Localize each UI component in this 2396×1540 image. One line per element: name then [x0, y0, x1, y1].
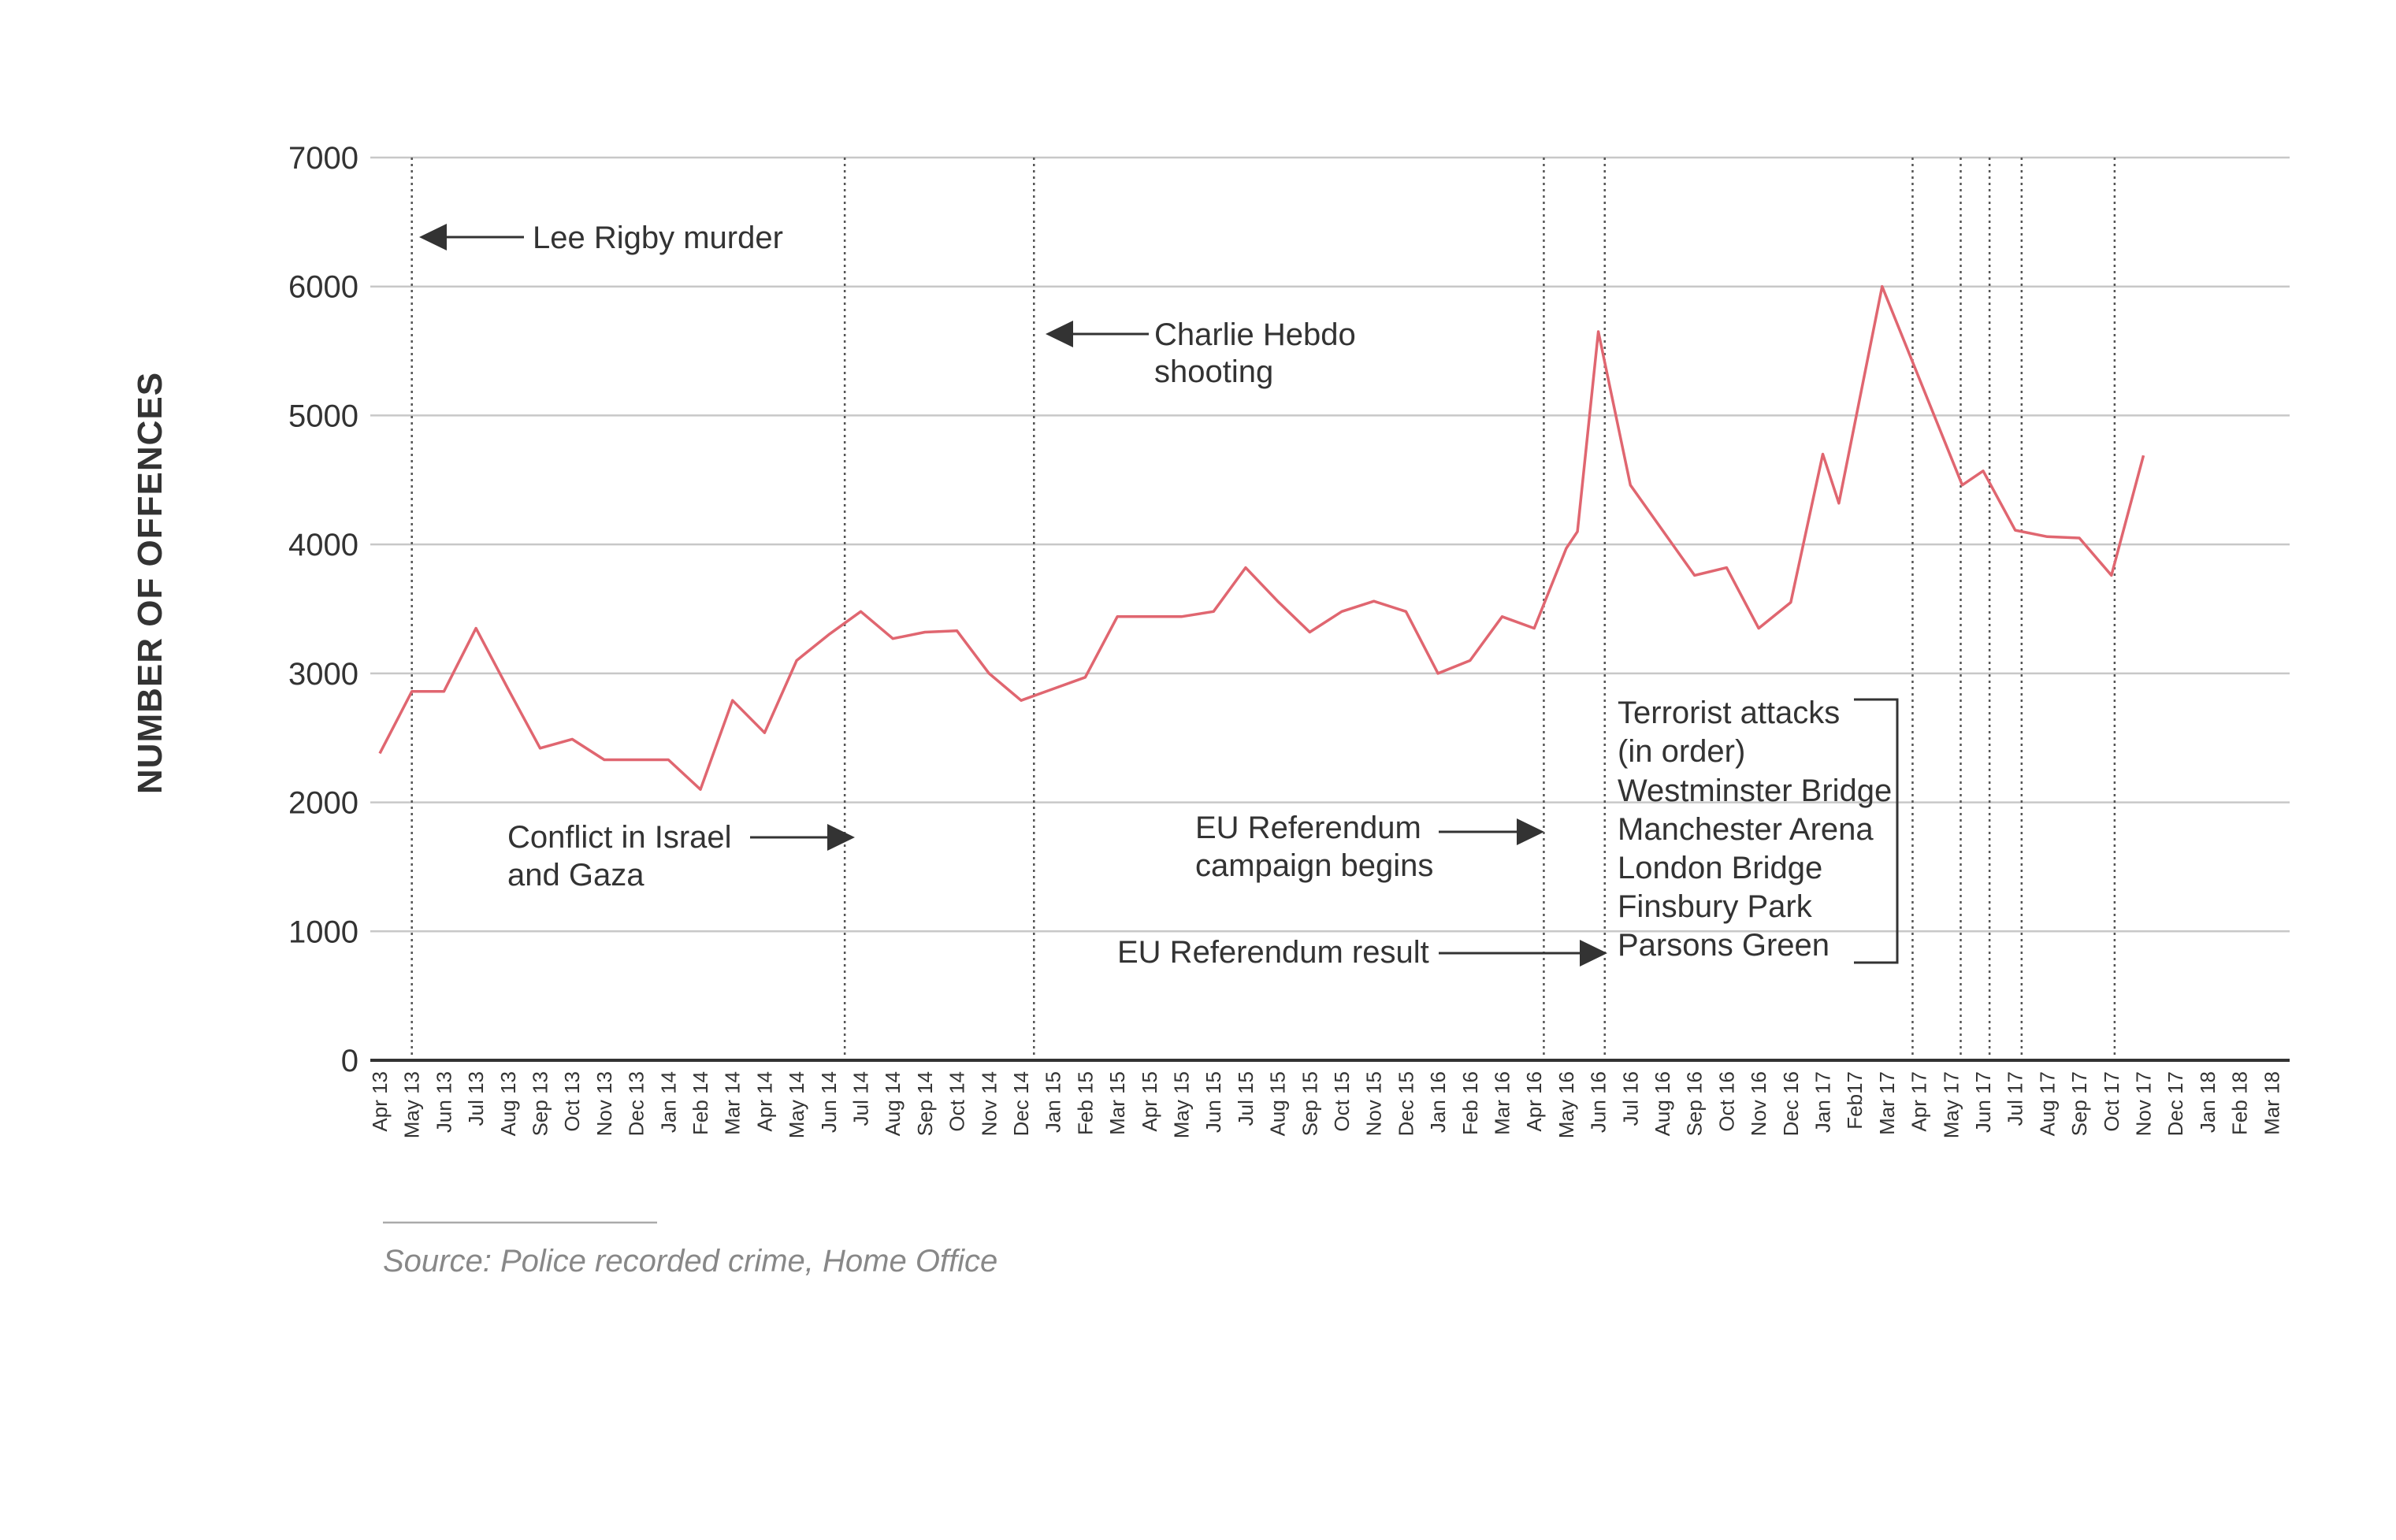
x-tick-label: Feb 16: [1458, 1071, 1482, 1135]
annotation-eu-campaign-text-1: EU Referendum: [1195, 811, 1421, 845]
annotation-charlie-hebdo-text-2: shooting: [1154, 354, 1273, 389]
event-lines: [410, 158, 2116, 1060]
x-tick-label: Jan 14: [656, 1071, 680, 1133]
x-tick-label: May 15: [1170, 1071, 1194, 1138]
y-tick-label: 5000: [288, 399, 358, 433]
y-tick-label: 1000: [288, 915, 358, 949]
source-text: Source: Police recorded crime, Home Offi…: [383, 1244, 997, 1278]
x-tick-label: Jun 15: [1202, 1071, 1225, 1133]
terror-item: Finsbury Park: [1618, 889, 1813, 924]
y-tick-label: 2000: [288, 786, 358, 821]
y-tick-label: 0: [341, 1044, 358, 1078]
x-tick-label: Feb 14: [689, 1071, 712, 1135]
x-tick-label: May 16: [1555, 1071, 1578, 1138]
terror-item: Parsons Green: [1618, 928, 1830, 963]
x-tick-label: Oct 17: [2100, 1071, 2123, 1132]
terror-title-2: (in order): [1618, 734, 1745, 769]
x-tick-label: Mar 18: [2260, 1071, 2283, 1135]
x-tick-label: Nov 16: [1747, 1071, 1770, 1136]
annotation-eu-campaign: EU Referendum campaign begins: [1195, 811, 1544, 883]
x-tick-label: Jul 15: [1234, 1071, 1257, 1126]
x-tick-label: Jun 13: [432, 1071, 455, 1133]
x-tick-label: Oct 13: [560, 1071, 584, 1132]
x-tick-label: Dec 13: [625, 1071, 648, 1136]
x-tick-label: Nov 17: [2132, 1071, 2156, 1136]
x-tick-label: May 13: [400, 1071, 424, 1138]
x-tick-label: Apr 14: [752, 1071, 776, 1132]
annotation-terrorist-attacks: Terrorist attacks (in order) Westminster…: [1618, 696, 1899, 964]
series-line-offences: [378, 284, 2145, 791]
x-tick-label: Dec 17: [2164, 1071, 2187, 1136]
x-tick-label: Sep 16: [1683, 1071, 1707, 1136]
x-tick-label: Jan 17: [1811, 1071, 1835, 1133]
annotation-israel-text-2: and Gaza: [507, 858, 645, 892]
annotation-eu-result: EU Referendum result: [1117, 935, 1607, 970]
annotation-israel-text-1: Conflict in Israel: [507, 820, 732, 855]
x-tick-label: Dec 15: [1394, 1071, 1417, 1136]
x-tick-label: Feb17: [1843, 1071, 1867, 1130]
y-tick-label: 7000: [288, 141, 358, 176]
y-tick-label: 4000: [288, 528, 358, 562]
x-tick-label: Jan 16: [1426, 1071, 1450, 1133]
terror-item: London Bridge: [1618, 851, 1822, 885]
gridlines: [370, 156, 2290, 933]
x-tick-label: Oct 16: [1714, 1071, 1738, 1132]
x-tick-label: Aug 14: [881, 1071, 905, 1136]
x-tick-label: Feb 18: [2228, 1071, 2252, 1135]
x-tick-label: Oct 15: [1330, 1071, 1354, 1132]
x-tick-label: Aug 15: [1266, 1071, 1290, 1136]
y-axis-ticks: 0 1000 2000 3000 4000 5000 6000 7000: [288, 141, 358, 1078]
annotation-eu-result-text: EU Referendum result: [1117, 935, 1429, 970]
x-tick-label: Sep 14: [913, 1071, 937, 1136]
x-tick-label: Jul 17: [2004, 1071, 2027, 1126]
y-tick-label: 6000: [288, 270, 358, 305]
x-tick-label: Jun 17: [1971, 1071, 1995, 1133]
x-tick-label: May 17: [1939, 1071, 1963, 1138]
x-tick-label: Apr 16: [1522, 1071, 1546, 1132]
x-tick-label: Mar 16: [1491, 1071, 1514, 1135]
x-tick-label: Jul 14: [849, 1071, 873, 1126]
terror-bracket: [1854, 698, 1899, 964]
x-tick-label: Jul 16: [1618, 1071, 1642, 1126]
x-tick-label: Aug 17: [2035, 1071, 2059, 1136]
annotation-lee-rigby: Lee Rigby murder: [419, 221, 783, 255]
x-tick-label: Jan 18: [2196, 1071, 2220, 1133]
x-tick-label: Apr 13: [368, 1071, 392, 1132]
x-tick-label: Aug 16: [1651, 1071, 1674, 1136]
x-tick-label: Feb 15: [1073, 1071, 1097, 1135]
x-tick-label: Sep 15: [1298, 1071, 1321, 1136]
x-tick-label: Dec 16: [1779, 1071, 1803, 1136]
x-tick-label: Nov 13: [592, 1071, 616, 1136]
annotation-charlie-hebdo-text-1: Charlie Hebdo: [1154, 317, 1356, 352]
y-axis-label: NUMBER OF OFFENCES: [131, 372, 169, 794]
x-tick-label: Mar 14: [721, 1071, 745, 1135]
x-tick-label: Aug 13: [496, 1071, 520, 1136]
terror-item: Westminster Bridge: [1618, 774, 1892, 808]
x-tick-label: Apr 17: [1908, 1071, 1931, 1132]
x-tick-label: Jul 13: [464, 1071, 488, 1126]
x-tick-label: Sep 13: [529, 1071, 552, 1136]
annotation-israel-gaza: Conflict in Israel and Gaza: [507, 820, 855, 892]
annotation-eu-campaign-text-2: campaign begins: [1195, 848, 1433, 883]
x-tick-label: Mar 15: [1105, 1071, 1129, 1135]
x-tick-label: Oct 14: [945, 1071, 969, 1132]
x-axis-ticks: Apr 13 May 13 Jun 13 Jul 13 Aug 13 Sep 13 Oct …: [368, 1071, 2283, 1138]
x-tick-label: Mar 17: [1875, 1071, 1899, 1135]
terror-title-1: Terrorist attacks: [1618, 696, 1840, 730]
y-tick-label: 3000: [288, 657, 358, 692]
x-tick-label: Nov 15: [1362, 1071, 1386, 1136]
x-tick-label: Sep 17: [2067, 1071, 2091, 1136]
x-tick-label: Apr 15: [1138, 1071, 1161, 1132]
annotation-charlie-hebdo: Charlie Hebdo shooting: [1046, 317, 1356, 389]
x-tick-label: Nov 14: [977, 1071, 1001, 1136]
x-tick-label: Jun 16: [1587, 1071, 1610, 1133]
x-tick-label: Jun 14: [817, 1071, 841, 1133]
x-tick-label: May 14: [785, 1071, 808, 1138]
annotation-lee-rigby-text: Lee Rigby murder: [533, 221, 783, 255]
x-tick-label: Jan 15: [1042, 1071, 1065, 1133]
x-tick-label: Dec 14: [1009, 1071, 1033, 1136]
terror-item: Manchester Arena: [1618, 812, 1874, 847]
